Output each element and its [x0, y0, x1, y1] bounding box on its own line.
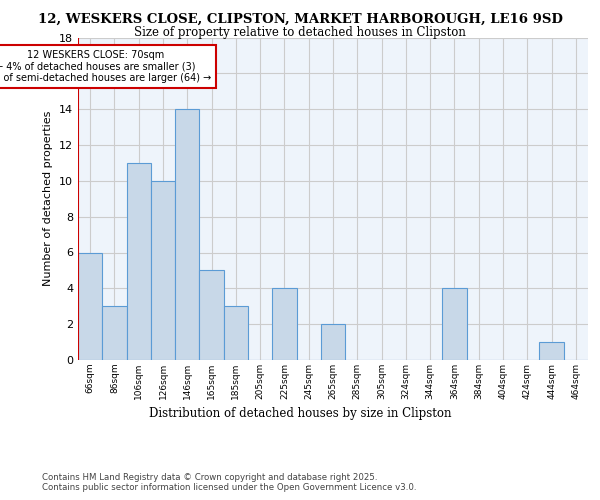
- Text: 12 WESKERS CLOSE: 70sqm
← 4% of detached houses are smaller (3)
96% of semi-deta: 12 WESKERS CLOSE: 70sqm ← 4% of detached…: [0, 50, 212, 83]
- Text: Size of property relative to detached houses in Clipston: Size of property relative to detached ho…: [134, 26, 466, 39]
- Bar: [539, 342, 564, 360]
- Bar: [224, 306, 248, 360]
- Bar: [102, 306, 127, 360]
- Bar: [199, 270, 224, 360]
- Text: Contains HM Land Registry data © Crown copyright and database right 2025.
Contai: Contains HM Land Registry data © Crown c…: [42, 472, 416, 492]
- Bar: [151, 181, 175, 360]
- Text: Distribution of detached houses by size in Clipston: Distribution of detached houses by size …: [149, 408, 451, 420]
- Bar: [321, 324, 345, 360]
- Bar: [127, 163, 151, 360]
- Y-axis label: Number of detached properties: Number of detached properties: [43, 111, 53, 286]
- Bar: [78, 252, 102, 360]
- Text: 12, WESKERS CLOSE, CLIPSTON, MARKET HARBOROUGH, LE16 9SD: 12, WESKERS CLOSE, CLIPSTON, MARKET HARB…: [38, 12, 562, 26]
- Bar: [175, 109, 199, 360]
- Bar: [272, 288, 296, 360]
- Bar: [442, 288, 467, 360]
